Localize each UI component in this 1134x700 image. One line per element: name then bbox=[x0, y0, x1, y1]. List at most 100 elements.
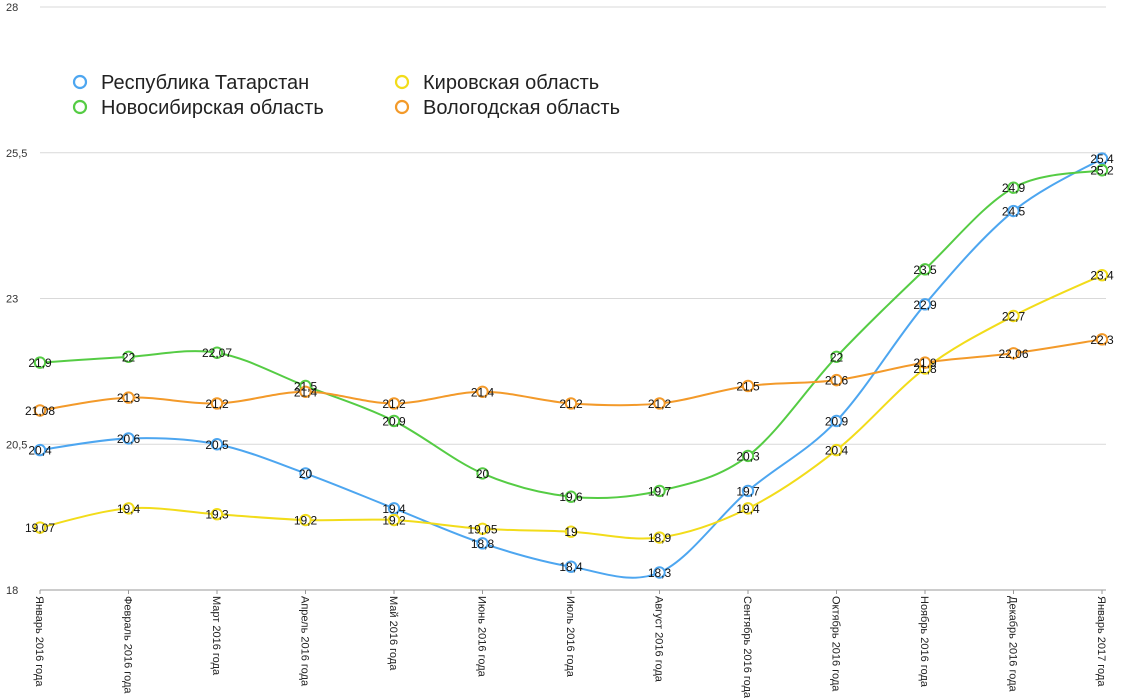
point-tatarstan bbox=[476, 537, 489, 550]
data-label-novosibirsk: 20 bbox=[476, 467, 490, 481]
point-vologda bbox=[387, 397, 401, 410]
point-vologda bbox=[653, 397, 666, 410]
point-tatarstan bbox=[653, 566, 666, 579]
data-label-novosibirsk: 20,9 bbox=[382, 414, 406, 428]
data-label-novosibirsk: 22 bbox=[122, 350, 136, 364]
point-novosibirsk bbox=[387, 414, 401, 428]
point-novosibirsk bbox=[564, 490, 578, 503]
point-vologda bbox=[122, 391, 135, 404]
point-tatarstan bbox=[33, 443, 47, 457]
x-tick-label: Декабрь 2016 года bbox=[1007, 596, 1019, 693]
data-label-novosibirsk: 25,2 bbox=[1090, 164, 1114, 178]
x-tick-label: Июнь 2016 года bbox=[476, 596, 488, 678]
y-tick-label: 20,5 bbox=[6, 439, 27, 451]
data-label-tatarstan: 18,3 bbox=[648, 566, 672, 580]
point-vologda bbox=[564, 397, 578, 410]
legend-label-tatarstan: Республика Татарстан bbox=[101, 72, 309, 94]
point-vologda bbox=[741, 379, 755, 393]
data-label-novosibirsk: 21,9 bbox=[28, 356, 52, 370]
data-label-novosibirsk: 23,5 bbox=[913, 263, 937, 277]
point-tatarstan bbox=[918, 298, 932, 311]
legend-label-vologda: Вологодская область bbox=[423, 97, 620, 119]
point-kirov bbox=[741, 502, 755, 515]
series-line-novosibirsk bbox=[39, 169, 1103, 500]
data-label-vologda: 22,3 bbox=[1090, 333, 1114, 347]
data-label-novosibirsk: 19,6 bbox=[559, 490, 583, 504]
data-label-tatarstan: 25,4 bbox=[1090, 152, 1114, 166]
series-lines bbox=[39, 157, 1103, 579]
point-novosibirsk bbox=[830, 350, 843, 363]
point-kirov bbox=[299, 513, 312, 527]
data-label-vologda: 21,4 bbox=[471, 385, 495, 399]
data-label-kirov: 20,4 bbox=[825, 444, 849, 458]
x-axis-tick-labels: Январь 2016 года Февраль 2016 года Март 20… bbox=[33, 596, 1107, 699]
data-label-vologda: 21,6 bbox=[825, 374, 849, 388]
data-label-kirov: 19,4 bbox=[117, 502, 141, 516]
point-kirov bbox=[476, 522, 489, 535]
data-label-vologda: 21,4 bbox=[294, 385, 318, 399]
data-label-kirov: 19,2 bbox=[382, 514, 406, 528]
data-label-vologda: 21,3 bbox=[117, 391, 141, 405]
data-label-vologda: 21,2 bbox=[648, 397, 672, 411]
point-vologda bbox=[918, 356, 932, 369]
x-tick-label: Апрель 2016 года bbox=[299, 596, 311, 687]
point-vologda bbox=[830, 373, 843, 387]
data-label-tatarstan: 20 bbox=[299, 467, 313, 481]
data-label-novosibirsk: 19,7 bbox=[648, 484, 672, 498]
data-label-vologda: 21,2 bbox=[559, 397, 583, 411]
x-tick-label: Февраль 2016 года bbox=[122, 596, 134, 694]
y-tick-label: 18 bbox=[6, 585, 18, 597]
series-line-tatarstan bbox=[39, 157, 1103, 579]
data-label-kirov: 21,8 bbox=[913, 362, 937, 376]
point-novosibirsk bbox=[741, 449, 755, 463]
data-label-vologda: 21,2 bbox=[205, 397, 229, 411]
point-novosibirsk bbox=[33, 356, 47, 369]
point-novosibirsk bbox=[476, 467, 489, 480]
data-label-vologda: 21,9 bbox=[913, 356, 937, 370]
point-tatarstan bbox=[1007, 204, 1020, 218]
point-tatarstan bbox=[122, 432, 135, 445]
data-label-kirov: 22,7 bbox=[1002, 309, 1026, 323]
legend-marker-vologda bbox=[394, 99, 410, 115]
data-labels: 20,4 20,6 20,5 20 19,4 18,8 18,4 18,3 19,7 20,9 22… bbox=[25, 152, 1114, 580]
y-tick-label: 25,5 bbox=[6, 148, 27, 160]
point-novosibirsk bbox=[918, 263, 932, 276]
point-vologda bbox=[1007, 347, 1020, 360]
data-label-tatarstan: 19,7 bbox=[736, 484, 760, 498]
data-label-novosibirsk: 22 bbox=[830, 350, 844, 364]
data-label-kirov: 19,3 bbox=[205, 508, 229, 522]
data-label-tatarstan: 18,8 bbox=[471, 537, 495, 551]
data-label-tatarstan: 19,4 bbox=[382, 502, 406, 516]
x-tick-label: Октябрь 2016 года bbox=[830, 596, 842, 692]
point-tatarstan bbox=[210, 438, 224, 451]
point-kirov bbox=[1095, 268, 1109, 282]
x-tick-label: Май 2016 года bbox=[387, 596, 399, 671]
y-tick-label: 28 bbox=[6, 2, 18, 14]
data-label-kirov: 19 bbox=[564, 525, 578, 539]
point-vologda bbox=[299, 385, 312, 398]
data-label-kirov: 19,05 bbox=[467, 522, 497, 536]
data-label-tatarstan: 20,9 bbox=[825, 414, 849, 428]
data-label-novosibirsk: 24,9 bbox=[1002, 181, 1026, 195]
point-kirov bbox=[1007, 309, 1020, 323]
data-label-tatarstan: 18,4 bbox=[559, 560, 583, 574]
data-label-kirov: 19,07 bbox=[25, 521, 55, 535]
point-novosibirsk bbox=[1007, 181, 1020, 194]
data-label-tatarstan: 20,6 bbox=[117, 432, 141, 446]
point-novosibirsk bbox=[653, 484, 666, 498]
point-kirov bbox=[210, 508, 224, 521]
data-label-novosibirsk: 21,5 bbox=[294, 379, 318, 393]
point-kirov bbox=[564, 525, 578, 538]
data-label-tatarstan: 20,5 bbox=[205, 438, 229, 452]
x-tick-label: Сентябрь 2016 года bbox=[741, 596, 753, 699]
legend-label-kirov: Кировская область bbox=[423, 72, 599, 94]
x-tick-label: Январь 2017 года bbox=[1095, 596, 1107, 687]
x-tick-label: Январь 2016 года bbox=[33, 596, 45, 687]
x-tick-label: Июль 2016 года bbox=[564, 596, 576, 678]
data-label-novosibirsk: 20,3 bbox=[736, 449, 760, 463]
data-label-kirov: 19,4 bbox=[736, 502, 760, 516]
point-kirov bbox=[387, 513, 401, 527]
data-label-tatarstan: 20,4 bbox=[28, 444, 52, 458]
point-tatarstan bbox=[387, 502, 401, 515]
